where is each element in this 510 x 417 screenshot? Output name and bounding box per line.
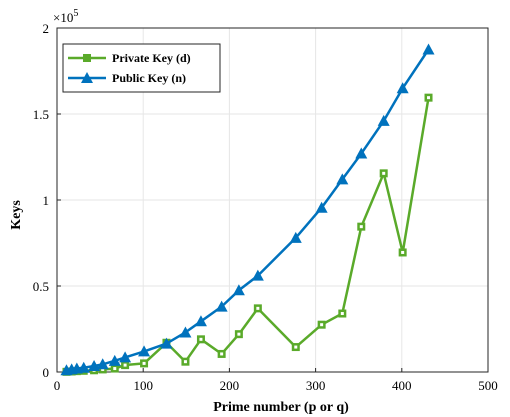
x-tick-label: 300	[306, 378, 326, 393]
data-point-public-key	[77, 361, 90, 373]
data-point-public-key	[289, 231, 302, 243]
y-axis-label: Keys	[9, 200, 24, 230]
y-multiplier-exponent: 5	[73, 8, 78, 19]
data-point-public-key	[377, 114, 390, 126]
legend-label-private-key: Private Key (d)	[112, 51, 191, 65]
data-point-private-key-center	[123, 363, 127, 367]
x-tick-label: 100	[133, 378, 153, 393]
data-point-private-key-center	[427, 96, 431, 100]
data-point-public-key	[232, 284, 245, 296]
data-point-private-key-center	[320, 323, 324, 327]
data-point-private-key-center	[382, 171, 386, 175]
legend-entry-public-key: Public Key (n)	[68, 71, 186, 85]
data-point-public-key	[422, 43, 435, 55]
data-point-public-key	[160, 337, 173, 349]
data-point-private-key-center	[359, 225, 363, 229]
data-point-public-key	[215, 300, 228, 312]
data-point-public-key	[138, 345, 151, 357]
legend-box	[62, 43, 221, 93]
legend-marker-triangle	[81, 72, 93, 83]
data-point-public-key	[88, 359, 101, 371]
series-layer	[60, 43, 435, 376]
series-line-public-key	[66, 48, 430, 372]
y-tick-label: 2	[43, 21, 50, 36]
legend-label-public-key: Public Key (n)	[112, 71, 186, 85]
data-point-public-key	[251, 269, 264, 281]
x-tick-label: 400	[392, 378, 412, 393]
x-axis-label: Prime number (p or q)	[213, 400, 349, 415]
x-tick-label: 200	[220, 378, 240, 393]
data-point-public-key	[96, 358, 109, 370]
data-point-public-key	[108, 354, 121, 366]
x-tick-label: 0	[54, 378, 61, 393]
data-point-public-key	[336, 173, 349, 185]
series-line-private-key	[66, 97, 430, 374]
data-point-private-key-center	[294, 345, 298, 349]
y-tick-label: 1	[43, 193, 50, 208]
data-point-private-key-center	[183, 360, 187, 364]
data-point-private-key-center	[142, 361, 146, 365]
x-tick-label: 500	[478, 378, 498, 393]
legend-entry-private-key: Private Key (d)	[68, 51, 191, 65]
data-point-private-key-center	[199, 337, 203, 341]
data-point-private-key-center	[340, 312, 344, 316]
data-point-private-key-center	[220, 352, 224, 356]
legend: Private Key (d) Public Key (n)	[62, 43, 221, 93]
y-tick-label: 1.5	[33, 107, 49, 122]
data-point-private-key-center	[101, 367, 105, 371]
y-multiplier: ×105	[53, 8, 78, 25]
data-point-private-key-center	[237, 332, 241, 336]
data-point-private-key-center	[401, 250, 405, 254]
data-point-private-key-center	[256, 306, 260, 310]
legend-marker-square	[83, 54, 91, 62]
y-axis: 0 0.5 1 1.5 2	[33, 21, 61, 380]
x-axis: 0 100 200 300 400 500	[54, 368, 498, 393]
y-tick-label: 0	[43, 365, 50, 380]
y-tick-label: 0.5	[33, 279, 49, 294]
data-point-public-key	[396, 82, 409, 94]
data-point-public-key	[179, 326, 192, 338]
data-point-public-key	[194, 315, 207, 327]
data-point-public-key	[315, 201, 328, 213]
data-point-private-key-center	[113, 367, 117, 371]
data-point-public-key	[119, 351, 132, 363]
data-point-public-key	[355, 147, 368, 159]
